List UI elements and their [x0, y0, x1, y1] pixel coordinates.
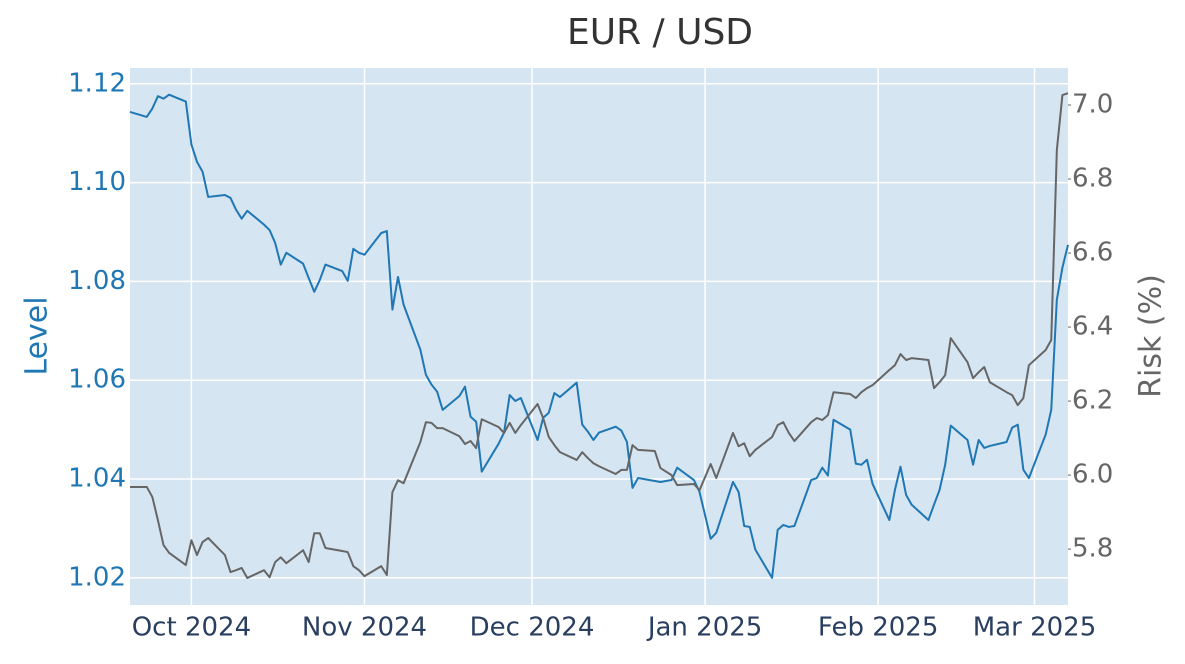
- x-tick-label: Feb 2025: [818, 613, 938, 643]
- y2-tick-label: 6.4: [1072, 312, 1113, 342]
- chart-title: EUR / USD: [567, 12, 753, 53]
- y2-tick-label: 7.0: [1072, 90, 1113, 120]
- plot-area: [130, 68, 1068, 605]
- y2-tick-label: 5.8: [1072, 534, 1113, 564]
- y2-tick-label: 6.8: [1072, 164, 1113, 194]
- y-tick-label: 1.08: [68, 266, 126, 296]
- line-series: [130, 92, 1069, 579]
- y2-tick-label: 6.2: [1072, 386, 1113, 416]
- y2-axis-title: Risk (%): [1134, 274, 1169, 398]
- x-tick-label: Nov 2024: [302, 613, 427, 643]
- y-tick-label: 1.04: [68, 464, 126, 494]
- y-tick-label: 1.10: [68, 167, 126, 197]
- x-tick-label: Dec 2024: [470, 613, 595, 643]
- line-series: [129, 93, 1069, 579]
- y-tick-label: 1.12: [68, 68, 126, 98]
- x-tick-label: Oct 2024: [132, 613, 251, 643]
- y-axis-title: Level: [20, 296, 55, 375]
- y-tick-label: 1.06: [68, 365, 126, 395]
- y-tick-label: 1.02: [68, 562, 126, 592]
- x-tick-label: Mar 2025: [973, 613, 1097, 643]
- x-tick-label: Jan 2025: [646, 613, 763, 643]
- y2-tick-label: 6.0: [1072, 460, 1113, 490]
- y2-tick-label: 6.6: [1072, 238, 1113, 268]
